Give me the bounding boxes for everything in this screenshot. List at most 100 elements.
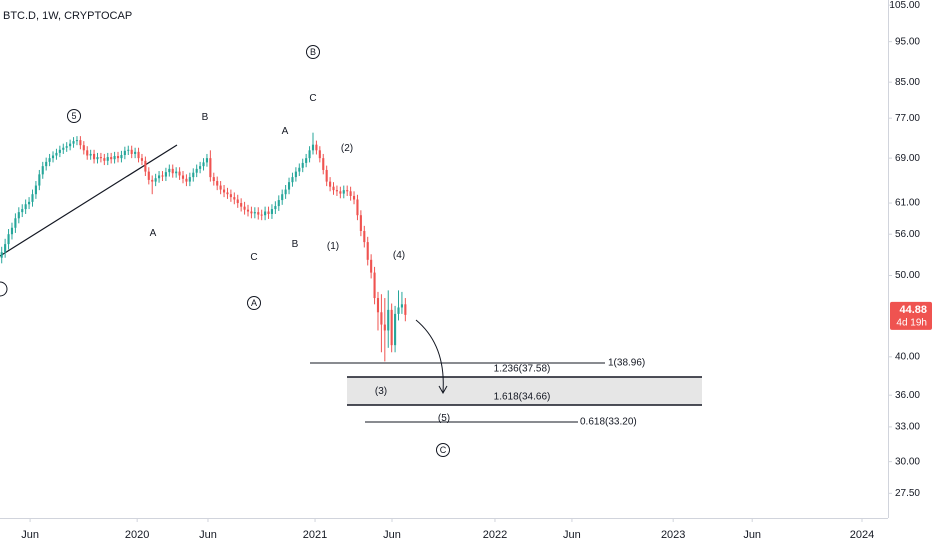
candle-body [161,175,164,177]
candle-body [140,158,144,161]
x-tick-label: 2020 [125,529,149,541]
candle-body [168,168,171,173]
candle-body [75,140,79,142]
x-tick-label: Jun [21,529,39,541]
candle-body [38,174,41,186]
candle-body [284,189,287,195]
candle-body [130,149,133,154]
candle-body [264,211,267,216]
wave-circle [247,296,261,310]
y-tick-label: 36.00 [895,390,920,401]
candle-body [308,150,311,159]
candle-body [240,203,243,207]
candle-body [332,186,335,191]
candle-body [45,161,48,167]
candle-body [181,175,185,179]
candle-body [31,194,34,202]
candle-body [17,212,20,219]
wave-circle [0,281,8,297]
arrow-head [438,385,448,395]
wave-label: B [202,112,209,123]
candle-body [311,144,315,151]
price-tag-label: 44.88 [899,304,927,316]
candle-body [243,206,246,210]
candle-body [253,212,256,214]
wave-label: (4) [393,250,405,261]
candle-body [400,304,403,308]
candle-body [387,309,390,331]
wave-label: C [250,252,257,263]
y-tick-label: 61.00 [895,198,920,209]
candle-body [376,298,380,313]
candle-body [383,324,386,331]
fib-zone [347,377,702,405]
candle-body [366,242,369,260]
candle-body [151,179,154,182]
candle-body [356,199,359,216]
candle-body [229,194,232,198]
candle-body [219,185,222,190]
wave-label: B [292,239,299,250]
candle-body [222,189,226,193]
wave-label: C [440,445,447,455]
candle-body [41,166,44,175]
candle-body [281,194,284,201]
candle-body [192,172,195,178]
candle-body [287,182,291,190]
candle-body [260,214,263,216]
candle-body [246,209,250,212]
candle-body [335,190,338,192]
y-tick-label: 105.00 [889,0,920,11]
candle-body [116,156,120,159]
candle-body [55,152,58,156]
candle-body [322,158,325,170]
candle-body [188,177,191,182]
projection-arrow [415,319,444,393]
x-tick-label: Jun [563,529,581,541]
candle-body [147,171,150,180]
candle-body [0,252,3,258]
candle-body [236,199,239,204]
candle-body [250,211,253,214]
candle-body [69,143,72,147]
candle-body [10,227,14,235]
wave-circle [67,109,81,123]
candle-body [325,169,328,182]
candle-body [291,177,294,183]
candle-body [270,209,274,214]
candle-body [103,158,106,161]
chart-title: BTC.D, 1W, CRYPTOCAP [3,10,132,22]
wave-circle [436,443,450,457]
candle-body [28,201,31,205]
wave-label: A [251,298,257,308]
candle-body [24,204,27,210]
candle-body [352,195,356,200]
candle-body [171,168,174,174]
y-tick-label: 50.00 [895,270,920,281]
x-tick-label: Jun [743,529,761,541]
candle-body [342,190,345,194]
candle-body [216,181,219,186]
fib-label: 1.618(34.66) [494,392,551,403]
wave-label: (2) [341,143,353,154]
candle-body [390,309,393,346]
y-tick-label: 95.00 [895,36,920,47]
candle-body [51,155,55,159]
y-tick-label: 56.00 [895,229,920,240]
x-tick-label: Jun [199,529,217,541]
candle-body [298,167,301,172]
candle-body [79,140,82,146]
candle-body [123,150,126,155]
candle-body [257,212,260,215]
candle-body [86,150,89,156]
candle-body [144,160,147,172]
candle-body [346,190,349,192]
candle-body [274,206,277,210]
x-tick-label: Jun [383,529,401,541]
candle-body [370,259,373,273]
candle-body [154,178,157,182]
y-tick-label: 40.00 [895,351,920,362]
candle-body [301,162,304,168]
wave-label: (3) [375,386,387,397]
